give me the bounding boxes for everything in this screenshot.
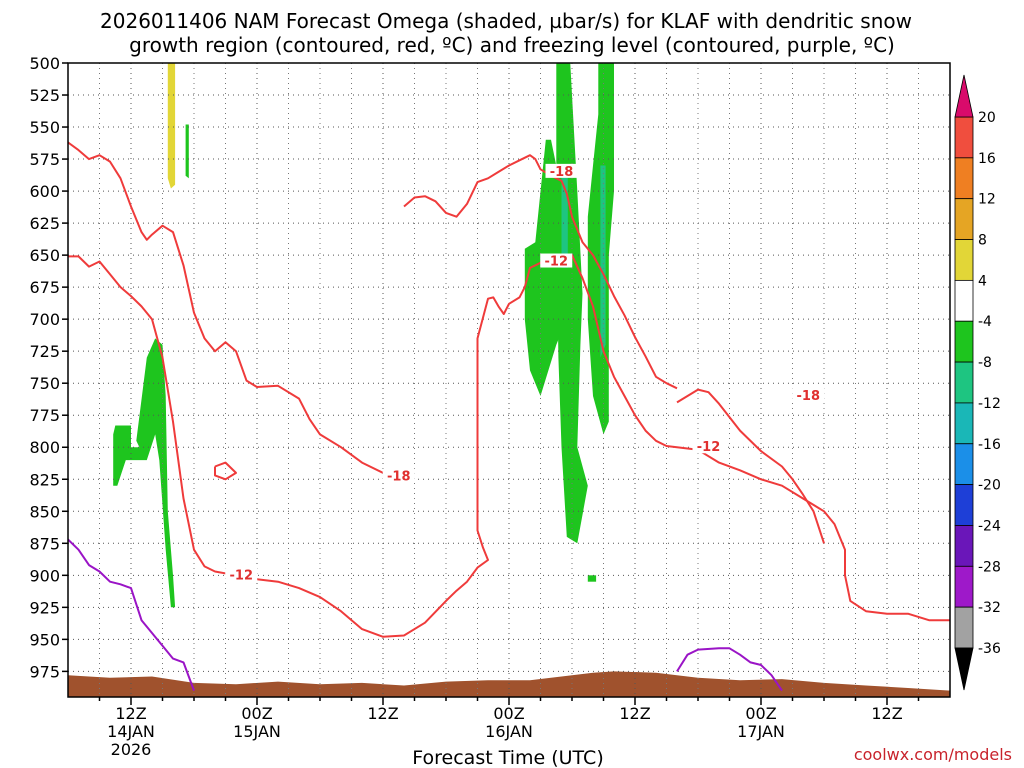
colorbar-bin-4 (954, 279, 974, 322)
colorbar-label: 12 (978, 192, 996, 208)
y-tick-label: 950 (29, 630, 60, 649)
colorbar-extend-bottom (954, 647, 974, 691)
x-tick-label: 15JAN (233, 722, 281, 741)
x-axis-label: Forecast Time (UTC) (412, 747, 603, 768)
y-axis: 500 525 550 575 600 625 650 675 700 725 750 775 800 8… (29, 54, 68, 681)
colorbar-label: -16 (978, 437, 1001, 453)
omega-region-7 (600, 165, 606, 358)
dgz-contour-4 (403, 154, 678, 390)
colorbar-label: -4 (978, 314, 992, 330)
y-tick-label: 775 (29, 406, 60, 425)
contour-label-2: -18 (550, 165, 574, 180)
colorbar-bin-1 (954, 157, 974, 200)
colorbar-label: -28 (978, 559, 1001, 575)
x-tick-label: 16JAN (485, 722, 533, 741)
colorbar-bin-11 (954, 565, 974, 608)
colorbar-bin-6 (954, 361, 974, 404)
grid-lines (68, 62, 950, 697)
y-tick-label: 600 (29, 182, 60, 201)
chart-title-line-1: 2026011406 NAM Forecast Omega (shaded, µ… (100, 9, 912, 33)
x-tick-label: 12Z (619, 704, 650, 723)
y-tick-label: 975 (29, 662, 60, 681)
colorbar-label: 8 (978, 233, 987, 249)
y-tick-label: 675 (29, 278, 60, 297)
x-tick-label: 12Z (871, 704, 902, 723)
y-tick-label: 875 (29, 534, 60, 553)
plot-area: -18 -12 -18 -12 -12 -18 (67, 62, 951, 698)
colorbar-bin-2 (954, 198, 974, 240)
contour-label-1: -12 (230, 568, 254, 583)
y-tick-label: 850 (29, 502, 60, 521)
y-tick-label: 700 (29, 310, 60, 329)
colorbar-label: 16 (978, 151, 996, 167)
contour-label-3: -12 (545, 255, 569, 270)
freezing-level-contour-5 (68, 538, 195, 691)
y-tick-label: 725 (29, 342, 60, 361)
colorbar-label: -8 (978, 355, 992, 371)
contours: -18 -12 -18 -12 -12 -18 (68, 141, 950, 692)
credit-text[interactable]: coolwx.com/models (854, 745, 1012, 764)
y-tick-label: 625 (29, 214, 60, 233)
x-tick-label: 00Z (493, 704, 524, 723)
dgz-contour-3 (214, 461, 237, 481)
colorbar-bin-7 (954, 402, 974, 445)
contour-label-bg (792, 388, 825, 403)
y-tick-label: 800 (29, 438, 60, 457)
x-tick-label: 17JAN (737, 722, 785, 741)
colorbar-bin-3 (954, 239, 974, 281)
colorbar-label: -12 (978, 396, 1001, 412)
omega-region-1 (185, 124, 189, 179)
colorbar-bin-0 (954, 116, 974, 159)
colorbar-extend-top (954, 74, 974, 118)
y-tick-label: 825 (29, 470, 60, 489)
x-tick-label: 12Z (367, 704, 398, 723)
colorbar-bin-12 (954, 606, 974, 649)
contour-label-5: -18 (797, 389, 821, 404)
y-tick-label: 925 (29, 598, 60, 617)
contour-label-bg (382, 468, 415, 483)
y-tick-label: 500 (29, 54, 60, 73)
colorbar-label: -36 (978, 641, 1001, 657)
y-tick-label: 650 (29, 246, 60, 265)
colorbar: 20 16 12 8 4 -4 -8 -12 -16 -20 -24 -28 -32 -36 (954, 74, 1001, 691)
y-tick-label: 525 (29, 86, 60, 105)
colorbar-label: -32 (978, 600, 1001, 616)
colorbar-bin-8 (954, 443, 974, 486)
x-tick-label: 2026 (111, 740, 152, 759)
y-tick-label: 575 (29, 150, 60, 169)
x-tick-label: 00Z (745, 704, 776, 723)
contour-label-0: -18 (387, 470, 411, 485)
omega-region-8 (587, 575, 597, 582)
y-tick-label: 900 (29, 566, 60, 585)
terrain-fill (68, 671, 950, 697)
freezing-level-contour-6 (676, 647, 783, 692)
omega-region-2 (113, 338, 176, 608)
contour-label-bg (540, 253, 573, 268)
colorbar-label: 20 (978, 110, 996, 126)
y-tick-label: 750 (29, 374, 60, 393)
x-tick-label: 14JAN (107, 722, 155, 741)
chart-title-line-2: growth region (contoured, red, ºC) and f… (129, 33, 895, 57)
contour-label-bg (225, 567, 258, 582)
x-tick-label: 00Z (241, 704, 272, 723)
y-tick-label: 550 (29, 118, 60, 137)
dgz-contour-1 (676, 388, 825, 544)
dgz-contour-0 (68, 141, 384, 474)
omega-region-4 (556, 63, 588, 544)
contour-label-bg (545, 163, 578, 178)
omega-shading (68, 63, 950, 697)
contour-label-4: -12 (697, 440, 721, 455)
colorbar-bin-10 (954, 525, 974, 567)
colorbar-bin-9 (954, 484, 974, 526)
contour-label-bg (692, 439, 725, 454)
x-tick-label: 12Z (115, 704, 146, 723)
colorbar-label: -20 (978, 478, 1001, 494)
omega-region-0 (167, 63, 176, 189)
dgz-contour-2 (68, 254, 950, 638)
colorbar-label: -24 (978, 518, 1001, 534)
colorbar-bin-5 (954, 320, 974, 363)
colorbar-label: 4 (978, 273, 987, 289)
